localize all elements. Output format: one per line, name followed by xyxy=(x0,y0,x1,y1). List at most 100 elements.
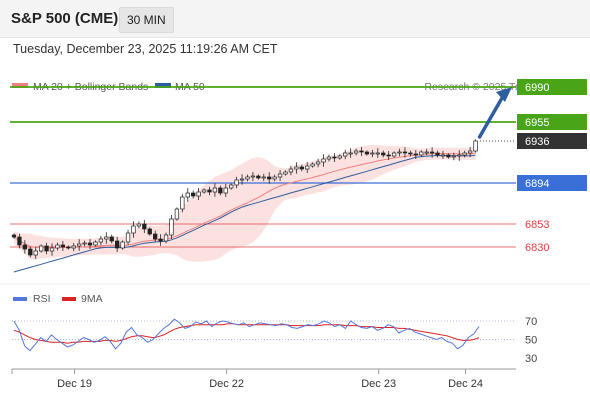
projection-arrow xyxy=(477,87,512,139)
pivot-label: 6894 xyxy=(525,178,549,190)
level-tags: 6990 6955 6936 6894 6853 6830 xyxy=(517,79,587,254)
candle-body xyxy=(353,150,359,154)
candle-body xyxy=(22,244,28,250)
candle-body xyxy=(169,218,174,236)
candle xyxy=(180,193,185,213)
candle-body xyxy=(245,176,250,180)
candle-body xyxy=(207,189,212,193)
candle xyxy=(158,234,163,246)
rsi-tick-label: 30 xyxy=(525,353,537,365)
timeframe-button[interactable]: 30 MIN xyxy=(119,7,174,33)
candle-body xyxy=(451,155,456,158)
rsi-tick-label: 50 xyxy=(525,335,537,347)
candle xyxy=(11,233,17,239)
candle-body xyxy=(310,163,315,167)
rsi-tick-label: 70 xyxy=(525,316,537,328)
candle-body xyxy=(147,228,152,235)
projection-line xyxy=(477,96,504,139)
candle xyxy=(87,239,93,249)
candle-body xyxy=(60,244,66,248)
candle-body xyxy=(38,245,44,252)
candle-body xyxy=(223,187,228,194)
support-label: 6830 xyxy=(525,242,549,254)
x-axis-label: Dec 19 xyxy=(57,378,92,390)
candle xyxy=(55,242,60,251)
x-axis-label: Dec 24 xyxy=(448,378,483,390)
candle xyxy=(33,247,38,259)
candle-body xyxy=(77,243,82,247)
candle xyxy=(337,154,342,160)
candle xyxy=(294,162,299,174)
candle-body xyxy=(294,166,299,170)
candle-body xyxy=(440,154,446,157)
candle-body xyxy=(299,166,304,170)
candle-body xyxy=(272,176,277,180)
current-price-tag xyxy=(517,133,587,149)
candle-body xyxy=(261,176,266,179)
candle xyxy=(169,215,174,239)
candle xyxy=(201,188,207,194)
candle-body xyxy=(185,192,190,198)
candle-body xyxy=(250,175,256,178)
current-price-label: 6936 xyxy=(525,136,549,148)
candlesticks xyxy=(11,139,478,259)
candle xyxy=(288,165,294,176)
candle-body xyxy=(191,192,196,197)
candle xyxy=(272,174,277,182)
candle-body xyxy=(11,234,17,238)
candle xyxy=(299,164,304,172)
candle-body xyxy=(109,236,114,242)
moving-averages xyxy=(13,152,476,273)
candle xyxy=(359,147,364,156)
candle xyxy=(326,154,332,162)
candle-body xyxy=(28,248,33,256)
candle xyxy=(185,188,190,202)
candle-body xyxy=(158,238,163,242)
ma50-legend-swatch xyxy=(155,83,171,88)
candle-body xyxy=(87,242,93,246)
candle xyxy=(153,230,158,243)
candle-body xyxy=(201,189,207,193)
candle-body xyxy=(473,140,478,152)
candle xyxy=(408,150,413,157)
ma50-line xyxy=(13,154,476,273)
header-bar: S&P 500 (CME) 30 MIN xyxy=(0,0,590,38)
candle-body xyxy=(413,153,418,156)
candle-body xyxy=(424,151,429,154)
chart-datetime: Tuesday, December 23, 2025 11:19:26 AM C… xyxy=(13,42,278,56)
candle-body xyxy=(125,232,131,243)
candle-body xyxy=(55,244,60,249)
ma20-line xyxy=(13,152,476,249)
candle-body xyxy=(283,171,288,175)
candle xyxy=(402,147,408,158)
candle-body xyxy=(397,151,402,154)
candle xyxy=(142,220,147,233)
candle-body xyxy=(239,178,245,181)
candle xyxy=(218,185,223,196)
bollinger-band-area xyxy=(14,144,476,262)
candle-body xyxy=(229,184,234,189)
resistance-tag xyxy=(517,79,587,95)
candle xyxy=(446,153,451,159)
candle xyxy=(223,184,228,197)
candle xyxy=(93,240,98,247)
candle-body xyxy=(467,150,473,154)
candle xyxy=(391,151,397,158)
candle xyxy=(44,242,49,255)
candle-body xyxy=(180,196,185,210)
candle xyxy=(348,148,353,158)
ma9-legend-swatch xyxy=(62,297,76,301)
candle-body xyxy=(375,152,380,155)
candle xyxy=(125,229,131,246)
candle-body xyxy=(82,242,87,245)
candle xyxy=(82,240,87,247)
candle xyxy=(451,152,456,161)
candle xyxy=(71,242,76,252)
candle xyxy=(457,150,462,161)
candle xyxy=(277,170,283,181)
candle-body xyxy=(44,245,49,252)
candle xyxy=(473,139,478,153)
ma9-legend-label: 9MA xyxy=(81,293,103,305)
indicator-legend: RSI 9MA xyxy=(13,293,103,305)
